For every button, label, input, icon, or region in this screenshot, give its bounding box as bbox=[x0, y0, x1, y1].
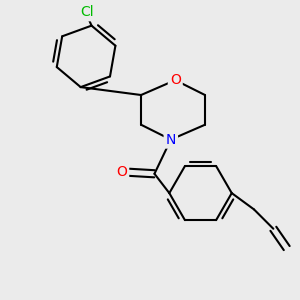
Text: Cl: Cl bbox=[80, 5, 94, 19]
Text: N: N bbox=[166, 133, 176, 147]
Text: O: O bbox=[170, 73, 181, 87]
Text: O: O bbox=[116, 165, 127, 179]
